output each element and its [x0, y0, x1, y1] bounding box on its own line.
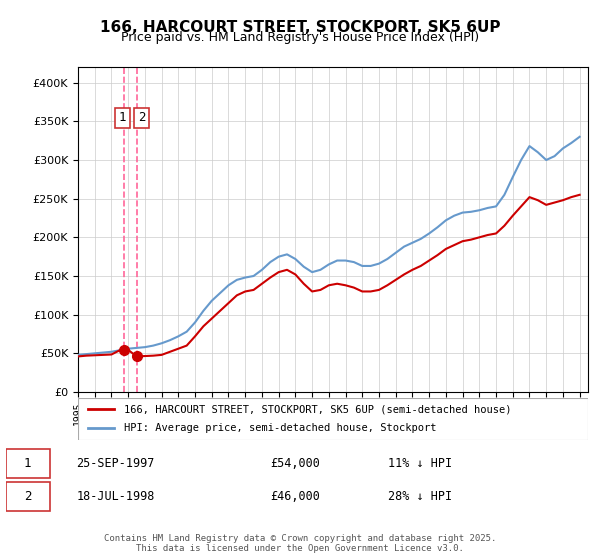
Text: 166, HARCOURT STREET, STOCKPORT, SK5 6UP: 166, HARCOURT STREET, STOCKPORT, SK5 6UP [100, 20, 500, 35]
Text: 11% ↓ HPI: 11% ↓ HPI [388, 457, 452, 470]
Text: HPI: Average price, semi-detached house, Stockport: HPI: Average price, semi-detached house,… [124, 423, 436, 433]
FancyBboxPatch shape [6, 482, 50, 511]
FancyBboxPatch shape [78, 398, 588, 440]
Text: 2: 2 [24, 490, 32, 503]
Text: £46,000: £46,000 [271, 490, 320, 503]
Text: Contains HM Land Registry data © Crown copyright and database right 2025.
This d: Contains HM Land Registry data © Crown c… [104, 534, 496, 553]
Text: £54,000: £54,000 [271, 457, 320, 470]
FancyBboxPatch shape [6, 449, 50, 478]
Text: 28% ↓ HPI: 28% ↓ HPI [388, 490, 452, 503]
Text: 166, HARCOURT STREET, STOCKPORT, SK5 6UP (semi-detached house): 166, HARCOURT STREET, STOCKPORT, SK5 6UP… [124, 404, 511, 414]
Text: 1: 1 [24, 457, 32, 470]
Text: 2: 2 [138, 111, 146, 124]
Text: 1: 1 [119, 111, 126, 124]
Text: Price paid vs. HM Land Registry's House Price Index (HPI): Price paid vs. HM Land Registry's House … [121, 31, 479, 44]
Text: 18-JUL-1998: 18-JUL-1998 [77, 490, 155, 503]
Text: 25-SEP-1997: 25-SEP-1997 [77, 457, 155, 470]
